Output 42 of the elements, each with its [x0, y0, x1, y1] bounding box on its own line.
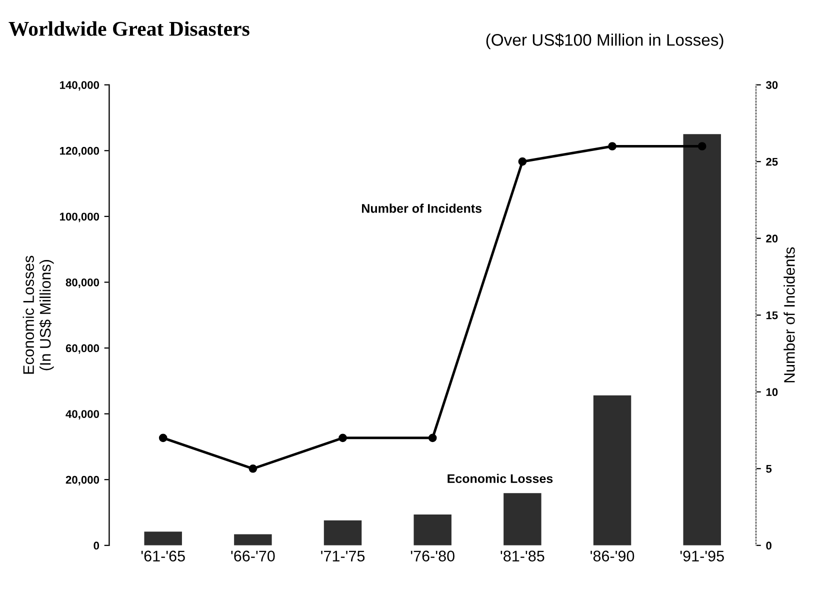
bar — [144, 532, 182, 546]
y-axis-title: Economic Losses (In US$ Millions) — [22, 256, 54, 374]
y-tick-label: 20,000 — [66, 476, 100, 486]
x-tick-label: '76-'80 — [410, 550, 454, 562]
y-tick-label: 0 — [94, 542, 100, 550]
point — [338, 434, 347, 442]
y-tick-label: 40,000 — [66, 410, 100, 420]
x-tick-label: '61-'65 — [141, 550, 185, 562]
point — [608, 142, 616, 150]
x-tick-label: '66-'70 — [231, 550, 275, 562]
point — [248, 464, 258, 473]
chart-title: Worldwide Great Disasters — [8, 21, 250, 36]
annotation: Number of Incidents — [362, 204, 482, 213]
point — [158, 434, 168, 442]
y2-tick-label: 0 — [766, 542, 772, 550]
point — [518, 157, 527, 166]
y-tick-label: 60,000 — [66, 344, 100, 354]
y-tick-label: 140,000 — [60, 81, 100, 91]
y2-tick-label: 10 — [766, 388, 778, 396]
y2-tick-label: 15 — [766, 312, 778, 320]
x-tick-label: '81-'85 — [500, 550, 544, 562]
point — [698, 142, 706, 150]
y2-tick-label: 20 — [766, 234, 778, 242]
x-tick-label: '86-'90 — [590, 550, 634, 562]
point — [428, 434, 437, 442]
bar — [683, 134, 721, 546]
x-tick-label: '91-'95 — [680, 550, 724, 562]
annotation: Economic Losses — [448, 474, 553, 484]
y2-tick-label: 25 — [766, 158, 778, 166]
y2-tick-label: 5 — [766, 465, 772, 473]
y2-tick-label: 30 — [766, 81, 778, 89]
y2-axis-title: Number of Incidents — [784, 247, 795, 382]
bar — [593, 395, 632, 546]
bar — [234, 534, 272, 546]
bar — [414, 514, 452, 546]
y-tick-label: 100,000 — [60, 212, 100, 222]
chart-subtitle: (Over US$100 Million in Losses) — [486, 33, 724, 50]
bar — [324, 520, 362, 546]
y-tick-label: 120,000 — [60, 146, 100, 156]
bar — [504, 493, 542, 546]
x-tick-label: '71-'75 — [321, 550, 365, 562]
y-tick-label: 80,000 — [66, 278, 100, 288]
